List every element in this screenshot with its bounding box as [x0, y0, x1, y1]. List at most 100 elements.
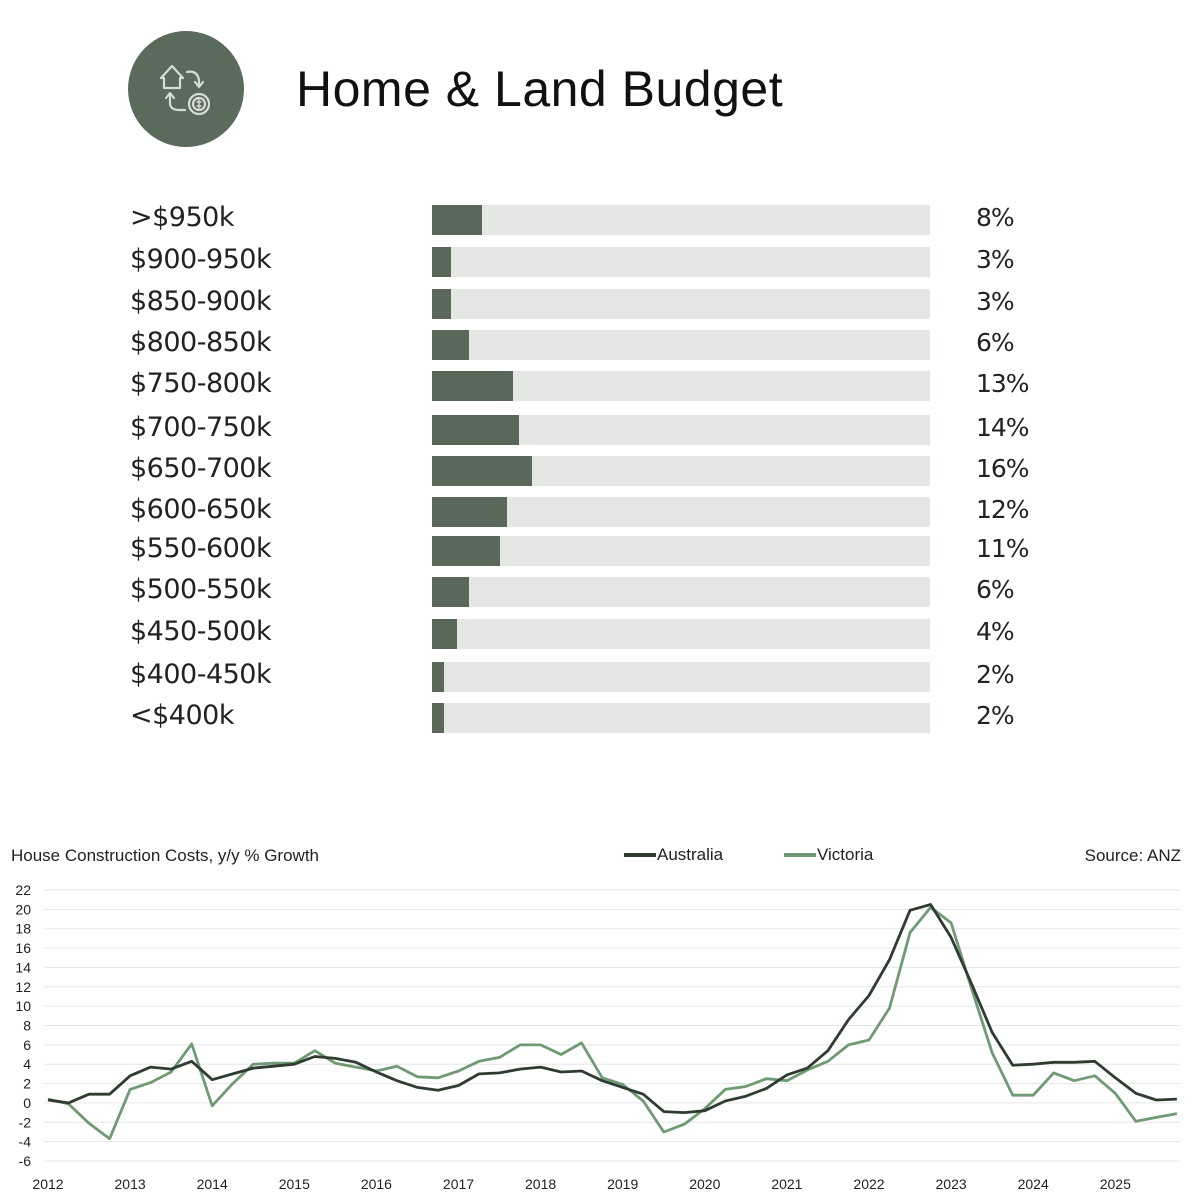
budget-row: $600-650k 12% — [128, 492, 1128, 528]
y-tick-label: 8 — [23, 1018, 31, 1034]
budget-row-label: $450-500k — [130, 616, 272, 647]
y-tick-label: 4 — [23, 1056, 31, 1072]
budget-bar-fill — [432, 330, 469, 360]
budget-row-value: 6% — [976, 328, 1015, 357]
legend-label-victoria: Victoria — [817, 845, 874, 864]
y-tick-label: 6 — [23, 1037, 31, 1053]
y-tick-label: 12 — [15, 979, 31, 995]
budget-row-value: 4% — [976, 617, 1015, 646]
budget-row-label: $550-600k — [130, 533, 272, 564]
budget-row-value: 2% — [976, 660, 1015, 689]
budget-row-value: 2% — [976, 701, 1015, 730]
x-tick-label: 2018 — [525, 1176, 556, 1192]
legend-label-australia: Australia — [657, 845, 724, 864]
budget-row-value: 13% — [976, 369, 1030, 398]
legend-swatch-australia — [624, 853, 656, 857]
x-tick-label: 2025 — [1100, 1176, 1131, 1192]
x-tick-label: 2022 — [853, 1176, 884, 1192]
budget-row: $450-500k 4% — [128, 614, 1128, 650]
budget-row-label: >$950k — [130, 202, 234, 233]
budget-row: $850-900k 3% — [128, 284, 1128, 320]
budget-bar-track — [432, 662, 930, 692]
budget-row-label: $650-700k — [130, 453, 272, 484]
series-line-australia — [47, 903, 1177, 1115]
y-tick-label: -6 — [19, 1153, 32, 1169]
page-title: Home & Land Budget — [296, 61, 784, 117]
budget-bar-track — [432, 619, 930, 649]
budget-bar-fill — [432, 497, 507, 527]
budget-bar-fill — [432, 415, 519, 445]
budget-bar-track — [432, 371, 930, 401]
budget-row: $700-750k 14% — [128, 410, 1128, 446]
y-tick-label: 14 — [15, 959, 31, 975]
budget-row-label: <$400k — [130, 700, 234, 731]
budget-row: $650-700k 16% — [128, 451, 1128, 487]
budget-row-value: 16% — [976, 454, 1030, 483]
x-tick-label: 2019 — [607, 1176, 638, 1192]
x-tick-label: 2014 — [197, 1176, 228, 1192]
budget-bar-track — [432, 330, 930, 360]
budget-bar-fill — [432, 619, 457, 649]
budget-row-label: $400-450k — [130, 659, 272, 690]
y-tick-label: 2 — [23, 1076, 31, 1092]
budget-row-label: $700-750k — [130, 412, 272, 443]
budget-bar-fill — [432, 205, 482, 235]
x-tick-label: 2020 — [689, 1176, 720, 1192]
x-tick-label: 2017 — [443, 1176, 474, 1192]
budget-bar-fill — [432, 371, 513, 401]
budget-bar-fill — [432, 456, 532, 486]
x-tick-label: 2013 — [115, 1176, 146, 1192]
budget-bar-fill — [432, 247, 451, 277]
y-tick-label: -4 — [19, 1134, 32, 1150]
budget-bar-track — [432, 247, 930, 277]
budget-row-value: 14% — [976, 413, 1030, 442]
budget-bar-track — [432, 577, 930, 607]
x-tick-label: 2023 — [936, 1176, 967, 1192]
budget-row-value: 11% — [976, 534, 1030, 563]
budget-bar-track — [432, 205, 930, 235]
budget-bar-fill — [432, 703, 444, 733]
budget-row-label: $900-950k — [130, 244, 272, 275]
budget-row-label: $500-550k — [130, 574, 272, 605]
budget-row: $800-850k 6% — [128, 325, 1128, 361]
budget-bar-fill — [432, 662, 444, 692]
budget-row-value: 3% — [976, 287, 1015, 316]
budget-row: $500-550k 6% — [128, 572, 1128, 608]
budget-bar-fill — [432, 536, 500, 566]
budget-bar-track — [432, 536, 930, 566]
budget-row: $550-600k 11% — [128, 531, 1128, 567]
chart-source: Source: ANZ — [1084, 846, 1181, 865]
logo-badge — [128, 31, 244, 147]
budget-row-label: $750-800k — [130, 368, 272, 399]
budget-row-label: $850-900k — [130, 286, 272, 317]
budget-row: <$400k 2% — [128, 698, 1128, 734]
budget-row-value: 6% — [976, 575, 1015, 604]
y-tick-label: 10 — [15, 998, 31, 1014]
budget-row-label: $800-850k — [130, 327, 272, 358]
x-tick-label: 2021 — [771, 1176, 802, 1192]
x-tick-label: 2012 — [32, 1176, 63, 1192]
x-tick-label: 2015 — [279, 1176, 310, 1192]
legend-item-victoria: Victoria — [784, 845, 873, 865]
budget-bar-track — [432, 415, 930, 445]
budget-row: $750-800k 13% — [128, 366, 1128, 402]
y-tick-label: -2 — [19, 1114, 32, 1130]
budget-row: $900-950k 3% — [128, 242, 1128, 278]
budget-row-value: 12% — [976, 495, 1030, 524]
house-money-exchange-icon — [159, 64, 211, 116]
header: Home & Land Budget — [128, 30, 783, 148]
x-tick-label: 2016 — [361, 1176, 392, 1192]
budget-row: >$950k 8% — [128, 200, 1128, 236]
budget-bar-fill — [432, 577, 469, 607]
x-tick-label: 2024 — [1018, 1176, 1049, 1192]
legend-item-australia: Australia — [624, 845, 723, 865]
y-tick-label: 20 — [15, 901, 31, 917]
budget-bar-track — [432, 456, 930, 486]
y-tick-label: 16 — [15, 940, 31, 956]
budget-bar-fill — [432, 289, 451, 319]
legend-swatch-victoria — [784, 853, 816, 857]
series-line-victoria — [47, 906, 1178, 1141]
y-tick-label: 0 — [23, 1095, 31, 1111]
y-tick-label: 22 — [15, 882, 31, 898]
